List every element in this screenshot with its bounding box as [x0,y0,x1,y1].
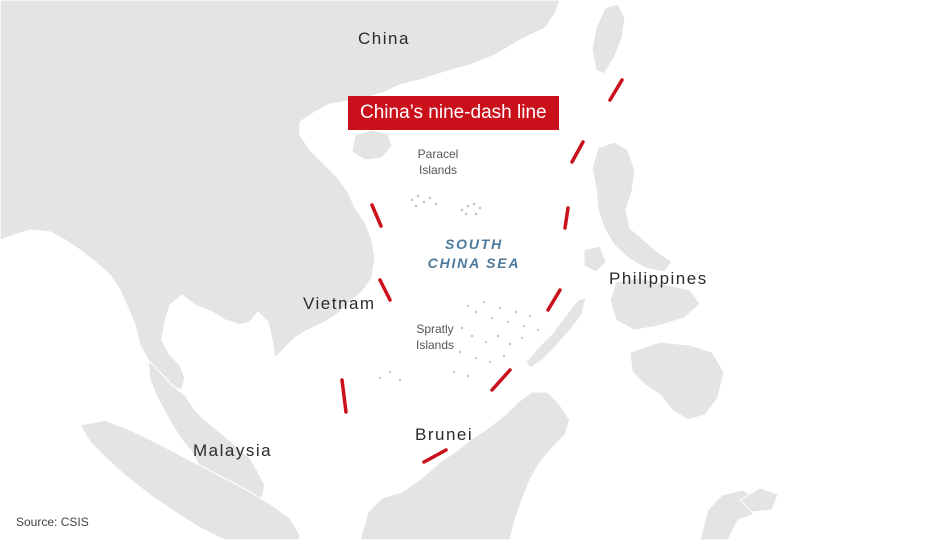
dash-3 [563,206,570,230]
label-vietnam: Vietnam [303,294,376,313]
dash-7 [340,378,348,414]
paracel-islands-markers [410,194,482,216]
label-china: China [358,29,410,48]
label-philippines: Philippines [609,269,708,288]
dash-9 [370,203,383,228]
label-paracel-islands: Paracel Islands [407,146,469,178]
luzon-island [591,141,673,273]
dash-2 [570,140,585,164]
mindoro-island [583,245,607,273]
visayas-islands [609,277,701,331]
label-paracel-line2: Islands [418,163,458,177]
borneo-island [359,391,571,540]
label-brunei: Brunei [415,425,474,444]
palawan-island [525,297,587,369]
mindanao-island [629,341,725,421]
eastern-islands [739,487,779,513]
label-sea-line2: CHINA SEA [427,255,521,271]
source-credit: Source: CSIS [16,515,89,529]
map-title-box: China’s nine-dash line [348,96,559,130]
spratly-islands-markers [378,300,540,382]
label-spratly-islands: Spratly Islands [404,321,466,353]
taiwan-island [591,3,626,75]
label-south-china-sea: SOUTH CHINA SEA [420,235,528,273]
mainland-asia-landmass [0,0,561,391]
label-sea-line1: SOUTH [445,236,503,252]
hainan-island [351,129,393,161]
sumatra-island [79,419,301,540]
dash-5 [490,368,512,392]
dash-4 [546,288,562,312]
label-paracel-line1: Paracel [417,147,459,161]
dash-8 [378,278,392,302]
dash-1 [608,78,624,102]
dash-6 [422,448,448,464]
label-spratly-line2: Islands [415,338,455,352]
nine-dash-line [340,78,624,464]
label-malaysia: Malaysia [193,441,273,460]
label-spratly-line1: Spratly [416,322,454,336]
